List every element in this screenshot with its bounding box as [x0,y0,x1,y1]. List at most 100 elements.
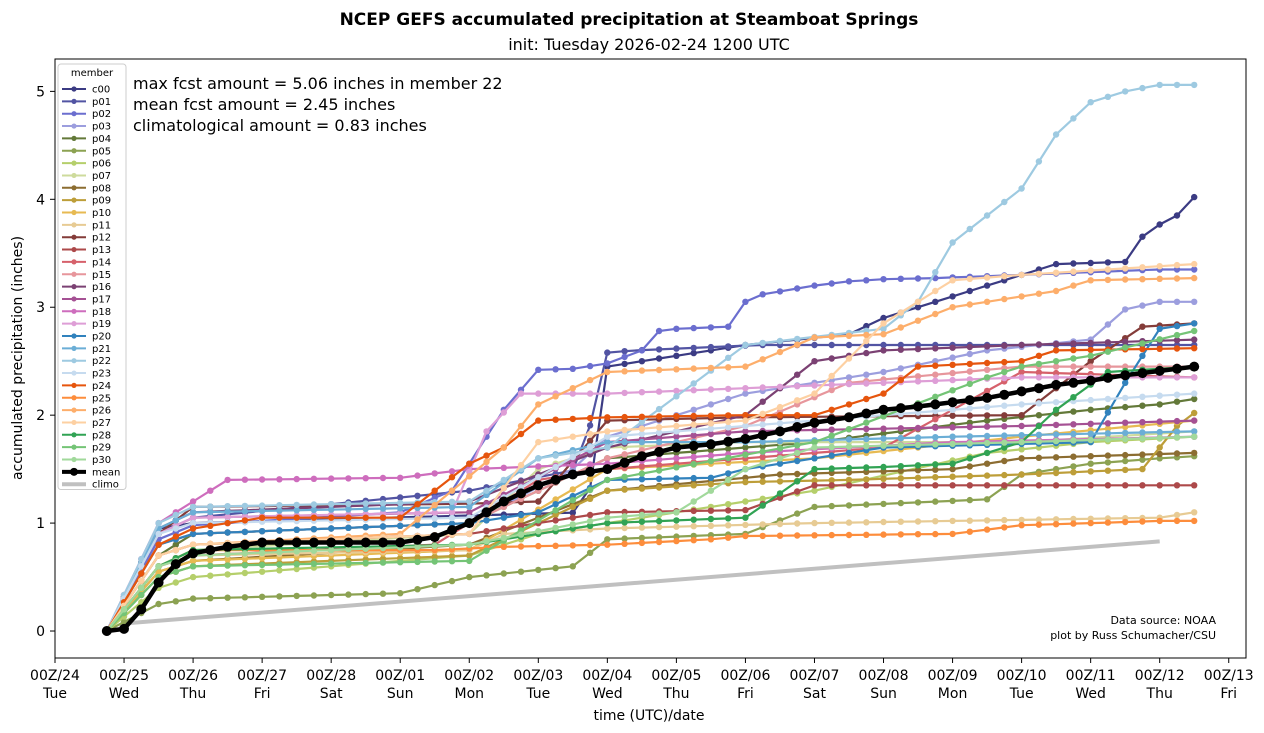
point-mean [585,466,596,477]
point-mean [861,408,872,419]
point-p24 [535,417,542,424]
point-p04 [1173,398,1181,405]
x-tick-day: Fri [1220,686,1237,702]
x-tick-label: 00Z/25 [99,668,149,684]
point-p13 [707,507,715,514]
point-p03 [1122,306,1129,313]
point-p29 [241,562,249,569]
point-mean [1068,377,1079,388]
legend-swatch-marker [71,209,77,216]
point-p02 [638,347,646,354]
series-p06 [103,433,1198,635]
legend-item-p12: p12 [62,233,111,244]
point-p25 [742,532,749,540]
point-p20 [638,476,646,483]
point-p05 [379,590,387,597]
legend-swatch-marker [71,259,77,265]
point-p25 [604,541,611,548]
point-p24 [138,570,145,577]
point-p04 [1139,402,1146,409]
x-tick-label: 00Z/03 [513,668,563,684]
point-p02 [776,288,784,295]
point-p24 [293,514,300,521]
point-p17 [1052,421,1060,429]
series-p29 [103,327,1198,635]
point-p26 [431,501,438,509]
point-p10 [155,568,162,575]
y-tick-label: 4 [36,192,45,208]
point-p23 [759,421,766,428]
point-p09 [552,511,559,519]
x-tick-label: 00Z/26 [168,668,218,684]
point-p08 [845,469,853,476]
point-p20 [794,457,801,465]
point-p05 [241,594,249,601]
point-p02 [621,353,628,361]
point-p20 [276,527,283,534]
point-p22 [742,341,749,349]
point-p23 [1087,396,1094,404]
point-p20 [362,523,369,531]
point-p28 [828,465,835,472]
point-p09 [742,478,749,486]
point-p25 [1087,519,1094,527]
point-p23 [448,514,456,522]
point-p17 [1087,420,1094,427]
point-p01 [586,422,594,429]
point-p10 [224,556,231,563]
point-p02 [828,280,835,287]
point-p16 [1052,340,1060,348]
point-p11 [742,521,749,529]
point-p27 [1035,270,1043,277]
point-p06 [725,501,732,508]
point-p26 [1070,282,1077,289]
point-p09 [1052,469,1060,477]
point-mean [395,537,406,548]
point-p28 [759,502,766,509]
point-p25 [966,528,973,535]
point-p30 [1018,438,1025,446]
point-p26 [725,364,732,371]
series-line-p16 [105,338,1195,632]
point-p26 [621,368,628,375]
point-p22 [379,500,387,507]
point-p25 [1104,519,1112,526]
point-p05 [794,510,801,517]
legend-label: p16 [92,282,111,293]
point-p25 [880,531,887,538]
point-c00 [880,314,887,322]
point-p30 [863,443,870,450]
point-p22 [535,455,542,462]
data-source-text: Data source: NOAA [1110,614,1216,627]
point-p11 [932,518,939,525]
legend-swatch-marker [71,395,77,401]
legend-swatch-marker [71,160,77,166]
point-p30 [897,442,904,449]
point-mean [101,626,112,636]
point-p12 [966,412,973,419]
point-p22 [1156,81,1163,89]
point-p28 [1001,444,1008,451]
point-p17 [983,423,991,430]
point-p29 [983,374,991,381]
point-p25 [1156,517,1163,525]
point-p22 [949,239,956,246]
point-p25 [776,532,784,539]
point-p26 [655,366,663,374]
point-p11 [1018,516,1025,524]
point-p13 [983,482,991,489]
point-p12 [1139,323,1146,330]
point-p16 [983,343,991,350]
point-p22 [1173,81,1181,89]
point-p11 [621,524,628,532]
point-p22 [500,476,507,484]
point-p20 [414,521,421,529]
series-mean [101,361,1200,636]
point-p23 [638,430,646,438]
point-p21 [845,436,853,443]
legend-item-p27: p27 [62,418,111,429]
point-mean [1085,375,1096,386]
point-p27 [673,422,680,430]
point-p26 [483,458,490,466]
point-p29 [655,467,663,474]
